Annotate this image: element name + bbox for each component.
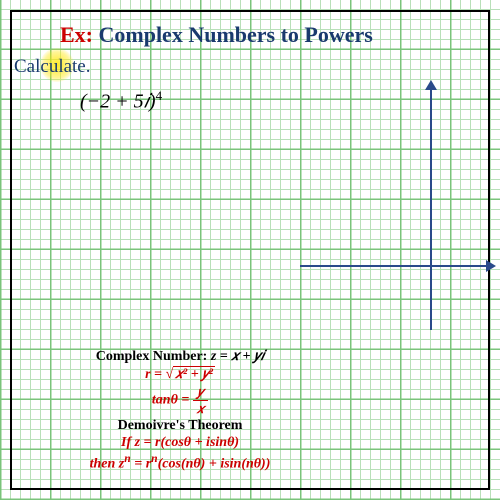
then-line: then zn = rn(cos(nθ) + isin(nθ)) [40,452,320,473]
coordinate-axes [300,80,500,350]
tan-fraction: 𝑦𝑥 [193,384,208,417]
r-radicand: 𝑥² + 𝑦² [173,366,215,383]
r-sqrt-sign: √ [166,367,174,382]
demoivre-heading: Demoivre's Theorem [40,418,320,434]
expression: (−2 + 5𝑖)4 [80,88,162,114]
r-formula: r = √𝑥² + 𝑦² [40,366,320,383]
page-title: Ex: Complex Numbers to Powers [60,22,373,48]
then-rest: (cos(nθ) + isin(nθ)) [158,457,271,472]
instruction-text: Calculate. [14,56,91,78]
r-lhs: r = [145,367,165,382]
if-line: If z = r(cosθ + isinθ) [40,435,320,451]
then-pre: then z [90,457,125,472]
then-mid: = r [131,457,151,472]
x-axis [300,265,490,267]
expression-power: 4 [156,88,163,103]
expression-base: (−2 + 5𝑖) [80,91,156,113]
title-prefix: Ex: [60,22,93,47]
x-axis-arrow [486,260,496,272]
y-axis [430,85,432,330]
tan-den: 𝑥 [193,401,208,417]
tan-lhs: tanθ = [152,393,193,408]
heading1-eq: z = 𝑥 + 𝑦𝑖 [211,349,264,364]
complex-number-heading: Complex Number: z = 𝑥 + 𝑦𝑖 [40,349,320,365]
title-main: Complex Numbers to Powers [93,22,373,47]
y-axis-arrow [425,80,437,90]
heading1-pre: Complex Number: [96,349,211,364]
content-layer: Ex: Complex Numbers to Powers Calculate.… [0,0,500,500]
formula-block: Complex Number: z = 𝑥 + 𝑦𝑖 r = √𝑥² + 𝑦² … [40,348,320,474]
tan-num: 𝑦 [193,384,208,401]
tan-formula: tanθ = 𝑦𝑥 [40,384,320,417]
